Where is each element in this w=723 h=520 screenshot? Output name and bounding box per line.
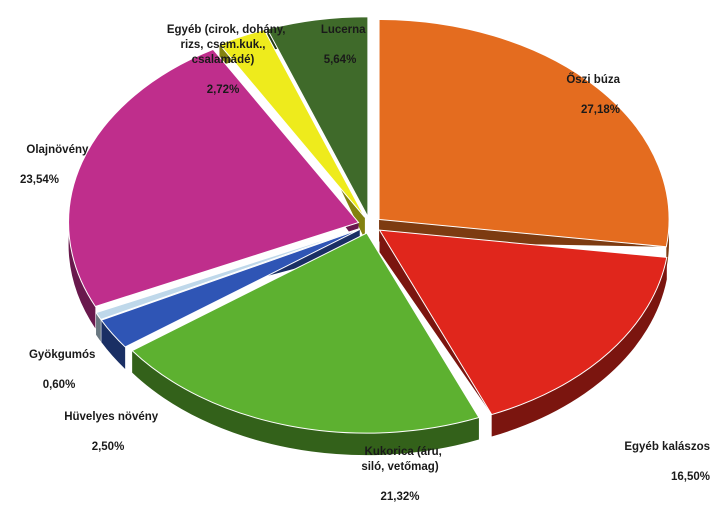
slice-label-egyeb-kalaszos: Egyéb kalászos 16,50% bbox=[580, 425, 710, 500]
slice-label-huvelyes: Hüvelyes növény 2,50% bbox=[48, 395, 168, 470]
slice-value-huvelyes: 2,50% bbox=[91, 441, 125, 453]
pie-slice-egyeb-cirok-dohany-rizs- bbox=[218, 29, 366, 218]
pie-slice-gyokgumos bbox=[95, 228, 360, 321]
slice-label-gyokgumos: Gyökgumós 0,60% bbox=[14, 333, 104, 408]
slice-value-lucerna: 5,64% bbox=[323, 54, 357, 66]
pie-top-layer bbox=[68, 16, 670, 434]
pie-slice-huvelyes-noveny bbox=[100, 228, 360, 348]
pie-slice-oszi-buza bbox=[378, 18, 670, 248]
pie-slice-olajnoveny bbox=[68, 48, 360, 308]
slice-value-kukorica: 21,32% bbox=[380, 491, 420, 503]
pie-slice-egyeb-kalaszos bbox=[378, 229, 668, 416]
slice-value-egyeb-kalaszos: 16,50% bbox=[670, 471, 710, 483]
slice-value-egyeb-cirok: 2,72% bbox=[206, 84, 240, 96]
pie-slice-kukorica-aru-silo-vetoma bbox=[131, 232, 480, 434]
slice-value-olajnoveny: 23,54% bbox=[20, 174, 60, 186]
slice-value-oszi-buza: 27,18% bbox=[580, 104, 620, 116]
pie-chart bbox=[68, 16, 670, 456]
slice-label-olajnoveny: Olajnövény 23,54% bbox=[20, 128, 120, 203]
slice-label-egyeb-cirok: Egyéb (cirok, dohány, rizs, csem.kuk., c… bbox=[148, 8, 298, 113]
slice-value-gyokgumos: 0,60% bbox=[42, 379, 76, 391]
pie-slice-lucerna bbox=[266, 16, 369, 217]
slice-label-kukorica: Kukorica (áru, siló, vetőmag) 21,32% bbox=[335, 430, 465, 520]
slice-label-oszi-buza: Őszi búza 27,18% bbox=[500, 58, 620, 133]
pie-slice-side-huvelyes-noveny bbox=[101, 229, 360, 369]
slice-label-lucerna: Lucerna 5,64% bbox=[300, 8, 380, 83]
